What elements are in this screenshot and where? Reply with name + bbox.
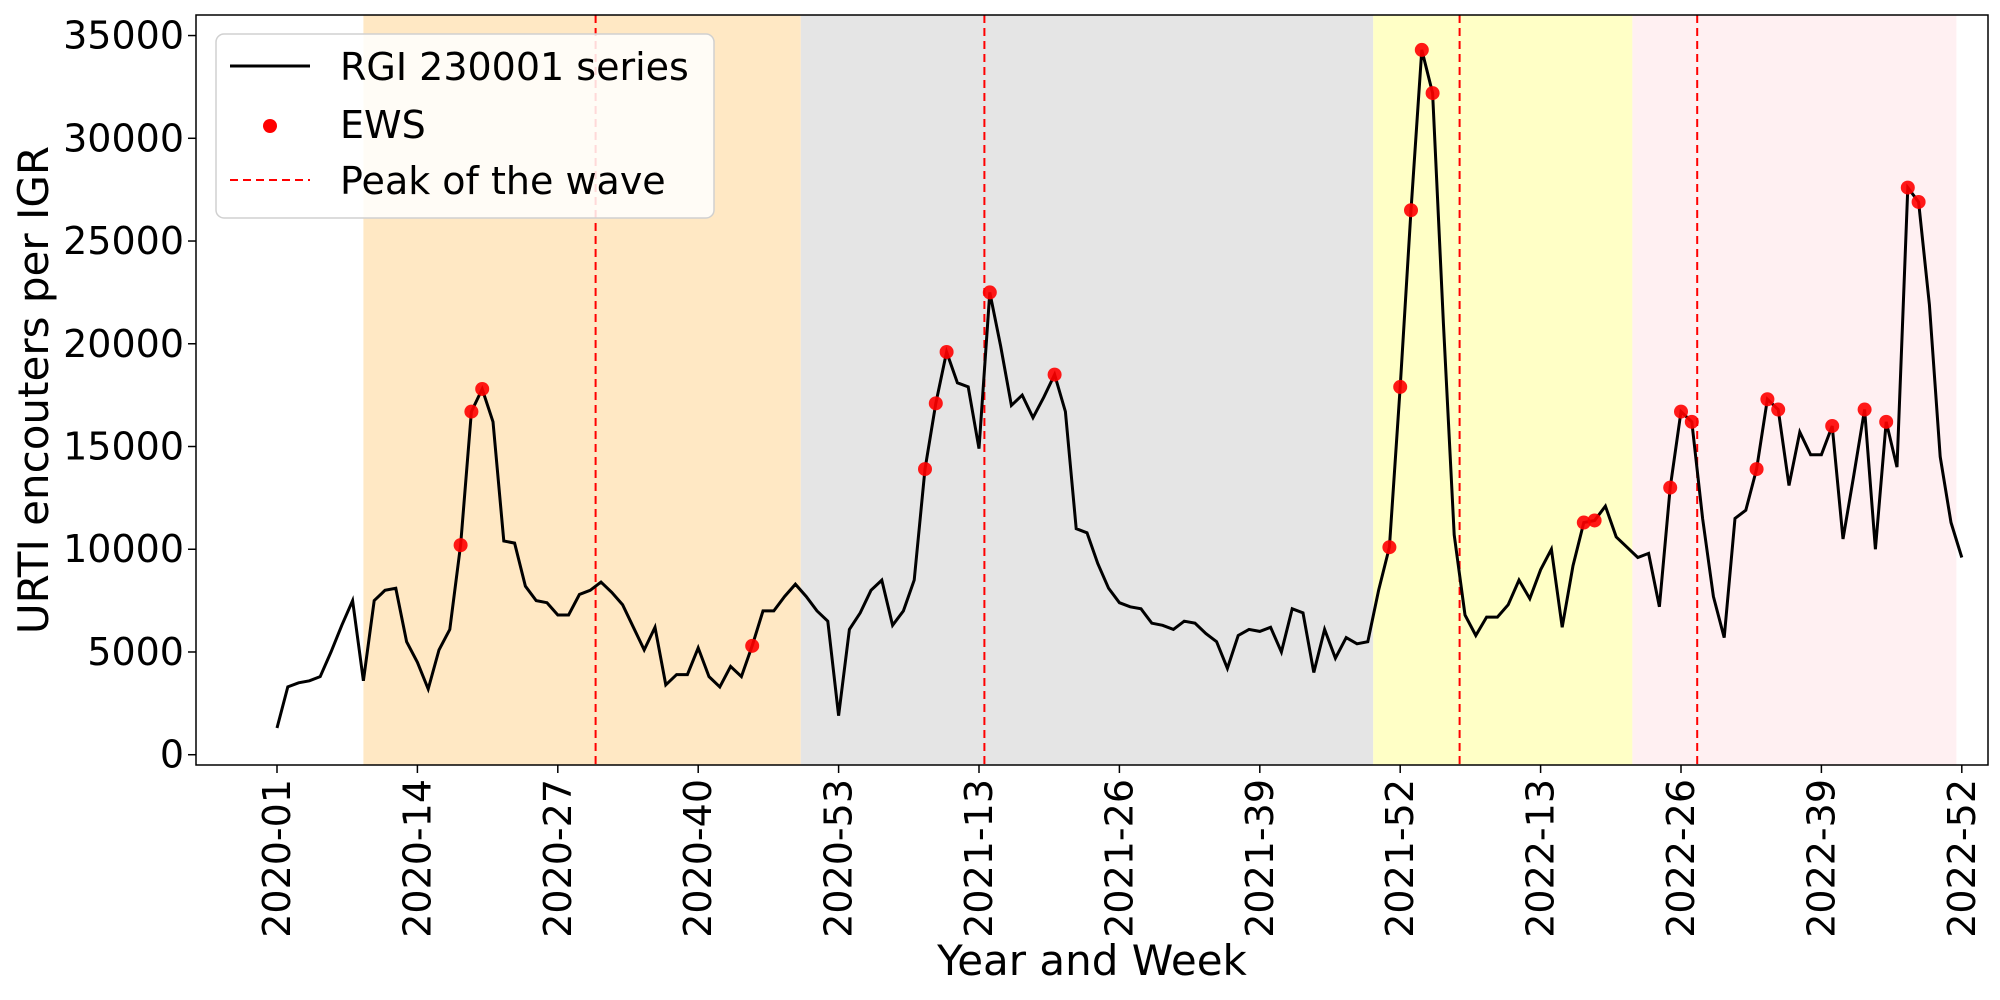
y-tick-label: 30000: [63, 116, 184, 160]
ews-point-9: [1047, 367, 1062, 382]
ews-point-16: [1587, 513, 1602, 528]
x-tick-label: 2022-13: [1519, 779, 1563, 938]
x-tick-label: 2020-53: [817, 779, 861, 938]
y-tick-label: 5000: [87, 630, 184, 674]
ews-point-4: [745, 638, 760, 653]
ews-point-2: [464, 404, 479, 419]
x-tick-label: 2020-01: [255, 779, 299, 938]
y-axis-ticks: 0 5000 10000 15000 20000 25000 30000 35000: [63, 14, 196, 777]
ews-point-12: [1404, 203, 1418, 218]
y-tick-label: 0: [160, 733, 184, 777]
ews-point-22: [1771, 402, 1786, 417]
shaded-region-2: [800, 15, 1374, 765]
ews-point-13: [1414, 42, 1429, 57]
ews-point-8: [982, 285, 997, 300]
x-tick-label: 2021-13: [957, 779, 1001, 938]
x-tick-label: 2021-39: [1238, 779, 1282, 938]
ews-point-3: [475, 381, 490, 396]
ews-point-6: [928, 396, 943, 411]
x-tick-label: 2020-40: [676, 779, 720, 938]
x-axis-title: Year and Week: [936, 936, 1247, 985]
y-tick-label: 25000: [63, 219, 184, 263]
x-tick-label: 2022-39: [1799, 779, 1843, 938]
ews-point-17: [1663, 480, 1678, 495]
ews-point-7: [939, 344, 954, 359]
legend: RGI 230001 series EWS Peak of the wave: [215, 33, 715, 219]
y-axis-title: URTI encouters per IGR: [9, 146, 58, 634]
y-tick-label: 10000: [63, 527, 184, 571]
legend-marker-swatch: [263, 119, 277, 133]
shaded-region-4: [1632, 15, 1957, 765]
y-tick-label: 20000: [63, 322, 184, 366]
ews-point-5: [918, 462, 932, 477]
ews-point-24: [1857, 402, 1872, 417]
legend-box: [215, 33, 715, 219]
x-tick-label: 2022-52: [1940, 779, 1984, 938]
y-tick-label: 15000: [63, 425, 184, 469]
ews-point-18: [1674, 404, 1688, 419]
y-tick-label: 35000: [63, 14, 184, 58]
ews-points: [453, 42, 1926, 653]
ews-point-14: [1425, 86, 1440, 101]
x-tick-label: 2020-14: [395, 779, 439, 938]
ews-point-25: [1879, 414, 1894, 429]
ews-point-21: [1760, 392, 1775, 407]
legend-label-peak: Peak of the wave: [340, 159, 666, 203]
shaded-region-3: [1373, 15, 1633, 765]
ews-point-1: [453, 538, 468, 553]
x-tick-label: 2022-26: [1659, 779, 1703, 938]
x-tick-label: 2021-26: [1097, 779, 1141, 938]
ews-point-11: [1393, 379, 1408, 394]
x-tick-label: 2020-27: [536, 779, 580, 938]
ews-point-26: [1900, 180, 1915, 195]
ews-point-15: [1576, 515, 1591, 530]
ews-point-20: [1749, 462, 1764, 477]
ews-point-27: [1911, 194, 1926, 209]
x-axis-ticks: 2020-01 2020-14 2020-27 2020-40 2020-53 2021-…: [255, 765, 1984, 938]
ews-point-10: [1382, 540, 1397, 555]
plot-frame: [195, 14, 1989, 766]
ews-point-19: [1684, 414, 1699, 429]
legend-label-series: RGI 230001 series: [340, 45, 689, 89]
x-tick-label: 2021-52: [1378, 779, 1422, 938]
ews-point-23: [1825, 418, 1840, 433]
legend-label-ews: EWS: [340, 103, 426, 147]
